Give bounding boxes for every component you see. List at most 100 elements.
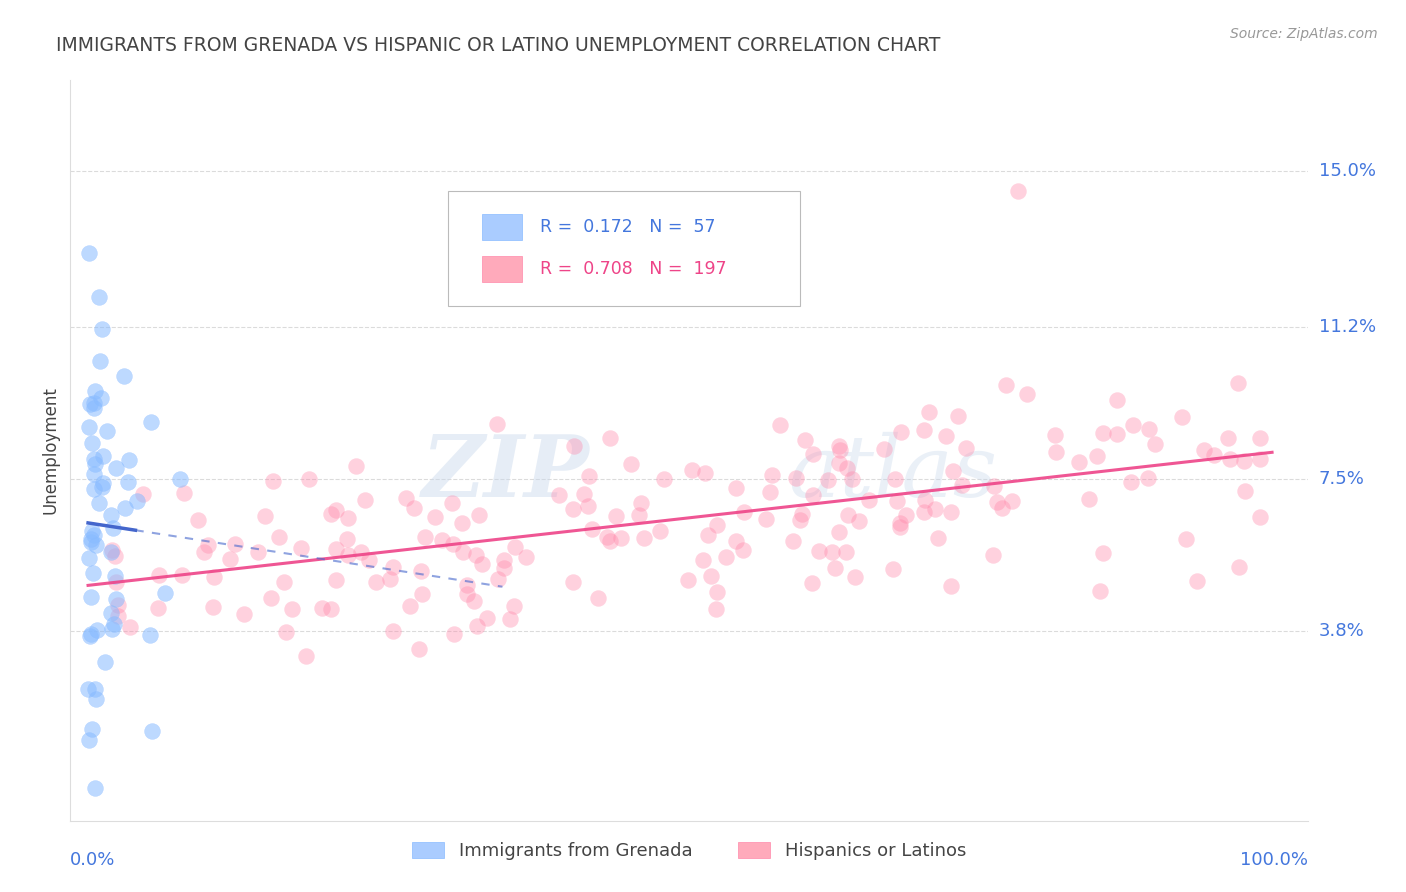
Point <box>77 419 100 434</box>
Point <box>610 531 633 545</box>
Text: atlas: atlas <box>787 432 997 514</box>
Point <box>202 570 225 584</box>
Point <box>104 569 127 583</box>
Point <box>79 397 101 411</box>
Point <box>441 496 464 510</box>
Point <box>247 544 270 558</box>
Point <box>828 456 851 470</box>
Point <box>125 494 148 508</box>
Point <box>828 443 851 458</box>
Point <box>366 574 388 589</box>
Point <box>173 486 195 500</box>
Point <box>83 452 105 467</box>
Point <box>114 500 136 515</box>
Point <box>132 487 155 501</box>
Point <box>441 536 464 550</box>
Point <box>785 471 807 485</box>
Point <box>1045 428 1067 442</box>
Point <box>1000 493 1022 508</box>
Y-axis label: Unemployment: Unemployment <box>41 386 59 515</box>
Point <box>443 627 465 641</box>
Point <box>336 511 359 525</box>
Point <box>731 543 754 558</box>
Point <box>824 561 846 575</box>
Point <box>1227 560 1250 574</box>
Point <box>233 607 256 622</box>
Point <box>890 425 912 439</box>
Point <box>562 502 585 516</box>
Point <box>1219 452 1241 467</box>
Point <box>1216 431 1239 445</box>
Point <box>77 245 100 260</box>
Point <box>96 425 118 439</box>
FancyBboxPatch shape <box>482 213 522 240</box>
Point <box>294 648 316 663</box>
Point <box>359 553 381 567</box>
Point <box>912 423 935 437</box>
Point <box>935 428 957 442</box>
Point <box>837 508 859 523</box>
Point <box>755 511 778 525</box>
Point <box>465 619 488 633</box>
Point <box>633 531 655 545</box>
Point <box>325 541 347 556</box>
Point <box>187 513 209 527</box>
Point <box>197 538 219 552</box>
Point <box>1249 452 1271 467</box>
Point <box>586 591 609 605</box>
Point <box>456 577 478 591</box>
Point <box>321 507 343 521</box>
Point <box>262 474 284 488</box>
Point <box>1122 418 1144 433</box>
Point <box>80 723 103 737</box>
Point <box>939 505 962 519</box>
Point <box>1092 426 1115 441</box>
Point <box>94 655 117 669</box>
Point <box>79 629 101 643</box>
Point <box>605 508 627 523</box>
Point <box>104 549 127 564</box>
Point <box>844 570 866 584</box>
Point <box>465 549 488 563</box>
Text: 0.0%: 0.0% <box>70 851 115 869</box>
Point <box>290 541 312 556</box>
Point <box>1067 455 1090 469</box>
Point <box>408 641 430 656</box>
Point <box>1249 431 1271 445</box>
Point <box>581 522 603 536</box>
Point <box>837 460 859 475</box>
Point <box>423 510 446 524</box>
Point <box>87 290 110 304</box>
Point <box>91 322 114 336</box>
Point <box>90 391 112 405</box>
Point <box>1234 484 1257 499</box>
Text: Source: ZipAtlas.com: Source: ZipAtlas.com <box>1230 27 1378 41</box>
Point <box>117 475 139 490</box>
Point <box>337 549 360 563</box>
Point <box>77 732 100 747</box>
Point <box>817 473 839 487</box>
Point <box>1017 386 1039 401</box>
Point <box>84 538 107 552</box>
Point <box>1119 475 1142 490</box>
Point <box>692 552 714 566</box>
Point <box>725 533 748 548</box>
Point <box>704 602 727 616</box>
Point <box>761 467 783 482</box>
Point <box>801 447 824 461</box>
Point <box>835 544 858 558</box>
Point <box>378 572 401 586</box>
Point <box>716 550 738 565</box>
Point <box>841 472 863 486</box>
Point <box>706 518 728 533</box>
Point <box>917 404 939 418</box>
Point <box>695 466 717 480</box>
Point <box>463 593 485 607</box>
Point <box>983 479 1005 493</box>
Point <box>1136 471 1159 485</box>
Point <box>80 532 103 546</box>
Point <box>700 569 723 583</box>
Text: 3.8%: 3.8% <box>1319 623 1364 640</box>
Point <box>706 585 728 599</box>
Point <box>141 724 163 739</box>
